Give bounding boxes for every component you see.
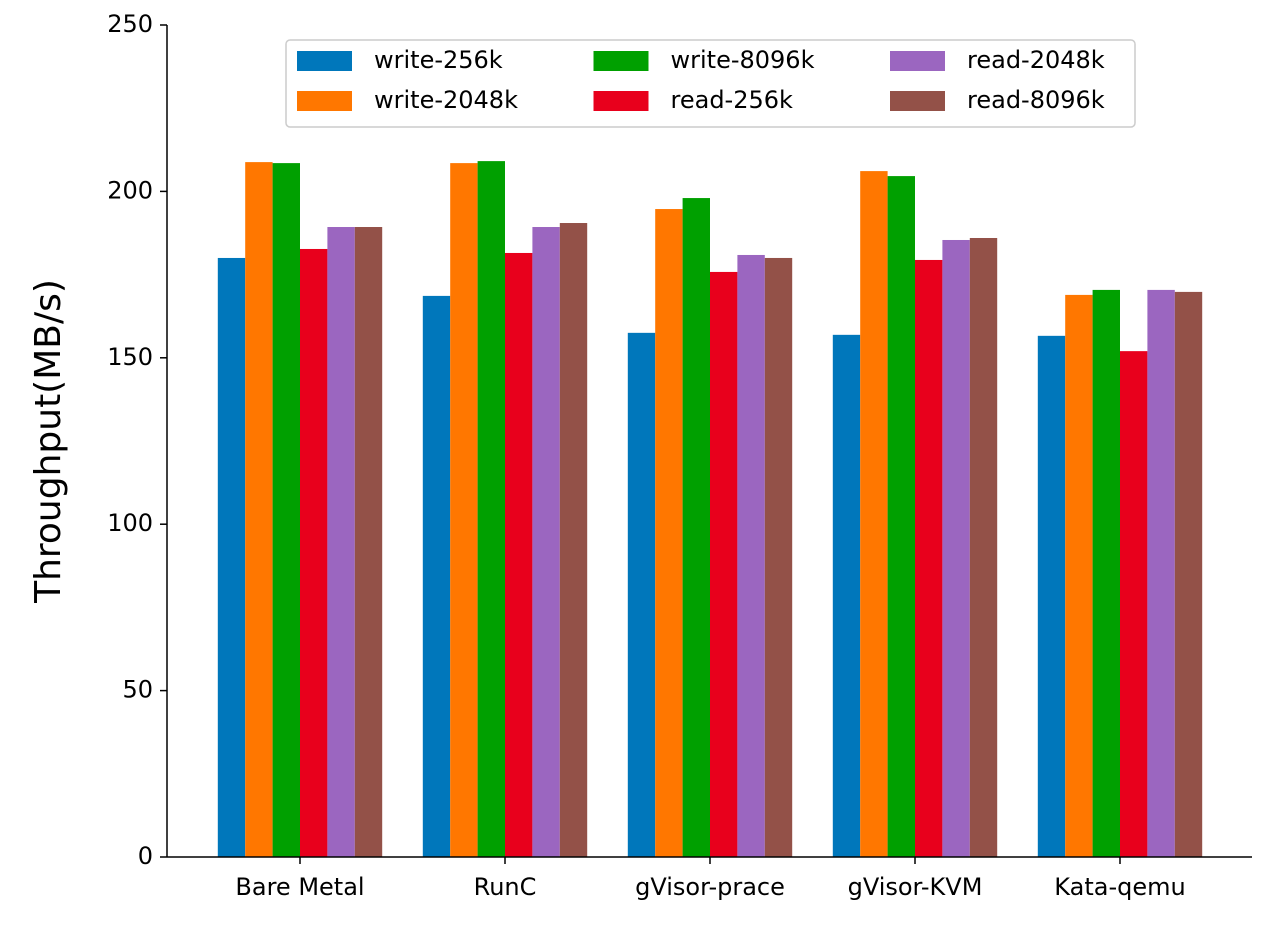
y-axis-label: Throughput(MB/s) bbox=[28, 279, 69, 604]
legend-swatch bbox=[297, 91, 352, 111]
bar bbox=[655, 209, 683, 858]
legend-label: read-2048k bbox=[967, 46, 1105, 74]
bar bbox=[832, 334, 861, 857]
bar bbox=[422, 295, 451, 858]
bar bbox=[915, 259, 943, 857]
legend-label: read-8096k bbox=[967, 86, 1105, 114]
y-tick-label: 250 bbox=[107, 10, 153, 38]
bar bbox=[1147, 289, 1175, 857]
bar bbox=[300, 248, 328, 858]
bar bbox=[477, 161, 505, 857]
x-tick-label: Kata-qemu bbox=[1054, 873, 1185, 901]
bar bbox=[1120, 351, 1148, 857]
legend-swatch bbox=[593, 51, 649, 71]
legend-swatch bbox=[890, 51, 945, 71]
legend-swatch bbox=[297, 51, 352, 71]
bar bbox=[532, 227, 560, 858]
bar bbox=[737, 254, 765, 858]
bar bbox=[1037, 335, 1066, 857]
bar bbox=[860, 171, 888, 858]
bar bbox=[1065, 294, 1093, 858]
legend-swatch bbox=[593, 91, 649, 111]
bar bbox=[245, 162, 273, 858]
bar bbox=[710, 271, 738, 857]
bar bbox=[505, 252, 533, 857]
legend-swatch bbox=[890, 91, 945, 111]
y-tick-label: 100 bbox=[107, 509, 153, 537]
x-tick-label: Bare Metal bbox=[235, 873, 364, 901]
bar bbox=[942, 239, 970, 858]
bar bbox=[1092, 289, 1120, 857]
legend-label: read-256k bbox=[671, 86, 794, 114]
bar bbox=[450, 163, 478, 857]
bar bbox=[559, 223, 588, 858]
legend-label: write-256k bbox=[374, 46, 503, 74]
legend-label: write-8096k bbox=[671, 46, 815, 74]
legend-label: write-2048k bbox=[374, 86, 518, 114]
bar bbox=[272, 163, 300, 857]
bar bbox=[627, 332, 656, 858]
bar bbox=[887, 176, 915, 858]
y-tick-label: 150 bbox=[107, 343, 153, 371]
bar bbox=[327, 227, 355, 858]
x-tick-label: gVisor-KVM bbox=[848, 873, 983, 901]
bar bbox=[1174, 291, 1203, 857]
y-tick-label: 50 bbox=[122, 676, 153, 704]
y-tick-label: 200 bbox=[107, 176, 153, 204]
x-tick-label: gVisor-prace bbox=[635, 873, 785, 901]
y-tick-label: 0 bbox=[138, 842, 153, 870]
bar bbox=[969, 237, 998, 857]
bar bbox=[682, 198, 710, 857]
bar bbox=[217, 257, 246, 858]
bar bbox=[764, 257, 793, 858]
bar bbox=[354, 227, 383, 858]
x-tick-label: RunC bbox=[474, 873, 537, 901]
